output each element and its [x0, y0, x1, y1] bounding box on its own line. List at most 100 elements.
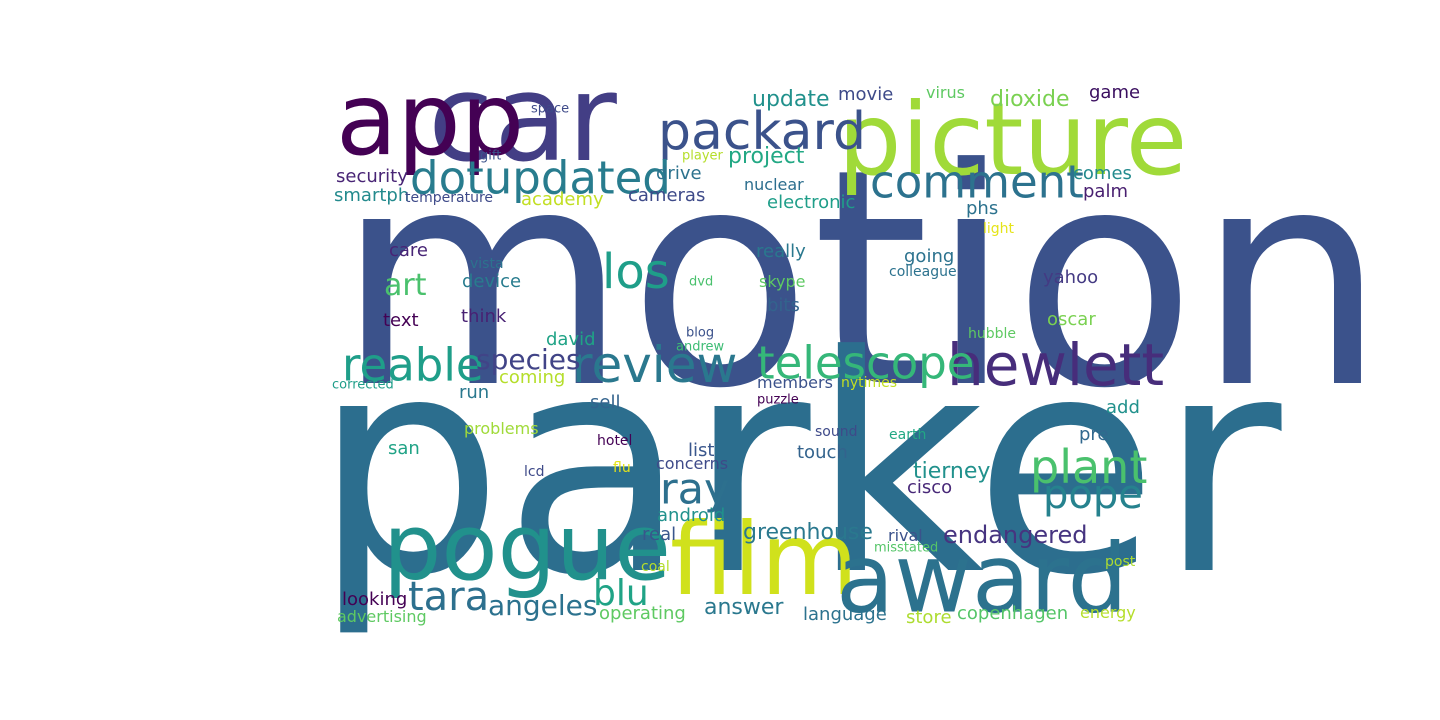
cloud-word-think: think [461, 306, 507, 327]
cloud-word-temperature: temperature [405, 190, 493, 206]
cloud-word-vista: vista [470, 256, 504, 272]
cloud-word-tierney: tierney [913, 459, 991, 484]
cloud-word-gift: gift [480, 148, 502, 164]
cloud-word-sound: sound [815, 424, 858, 440]
cloud-word-corrected: corrected [332, 377, 394, 393]
cloud-word-plant: plant [1030, 440, 1148, 494]
cloud-word-space: space [531, 101, 570, 117]
cloud-word-light: light [983, 221, 1015, 237]
cloud-word-motion: motion [336, 105, 1387, 454]
cloud-word-comment: comment [870, 155, 1084, 209]
cloud-word-update: update [752, 87, 830, 112]
cloud-word-blog: blog [686, 325, 715, 341]
cloud-word-academy: academy [521, 189, 604, 210]
cloud-word-advertising: advertising [337, 607, 427, 626]
cloud-word-skype: skype [759, 272, 806, 291]
cloud-word-andrew: andrew [676, 339, 725, 355]
cloud-word-post: post [1105, 554, 1136, 570]
cloud-word-car: car [428, 50, 617, 189]
cloud-word-movie: movie [838, 84, 894, 105]
cloud-word-los: los [602, 244, 670, 300]
cloud-word-add: add [1106, 397, 1140, 418]
cloud-word-parker: parker [313, 292, 1282, 641]
cloud-word-game: game [1089, 82, 1141, 103]
cloud-word-operating: operating [599, 603, 686, 624]
cloud-word-phs: phs [966, 198, 999, 219]
cloud-word-dioxide: dioxide [990, 87, 1070, 112]
cloud-word-player: player [682, 148, 723, 164]
cloud-word-flu: flu [613, 460, 631, 476]
cloud-word-energy: energy [1080, 603, 1136, 622]
cloud-word-review: review [572, 336, 738, 394]
cloud-word-coal: coal [641, 559, 670, 575]
cloud-word-colleague: colleague [889, 264, 957, 280]
cloud-word-david: david [546, 329, 596, 350]
cloud-word-misstated: misstated [874, 540, 939, 556]
cloud-word-security: security [336, 166, 408, 187]
cloud-word-puzzle: puzzle [757, 392, 799, 408]
cloud-word-hubble: hubble [968, 326, 1017, 342]
cloud-word-language: language [803, 604, 887, 625]
cloud-word-art: art [384, 268, 427, 303]
cloud-word-members: members [757, 373, 833, 392]
cloud-word-touch: touch [797, 442, 848, 463]
cloud-word-earth: earth [889, 427, 927, 443]
cloud-word-concerns: concerns [656, 454, 729, 473]
cloud-word-drive: drive [656, 163, 702, 184]
cloud-word-angeles: angeles [488, 589, 598, 622]
cloud-word-coming: coming [499, 367, 566, 388]
cloud-word-reable: reable [342, 338, 484, 392]
cloud-word-cisco: cisco [907, 477, 953, 498]
cloud-word-bits: bits [767, 295, 800, 316]
cloud-word-film: film [670, 501, 859, 618]
cloud-word-pogue: pogue [383, 494, 671, 601]
cloud-word-list: list [688, 440, 715, 461]
cloud-word-virus: virus [926, 83, 965, 102]
cloud-word-project: project [728, 144, 805, 169]
cloud-word-problems: problems [464, 419, 539, 438]
cloud-word-endangered: endangered [943, 521, 1088, 549]
cloud-word-device: device [462, 271, 522, 292]
cloud-word-sell: sell [590, 392, 621, 413]
cloud-word-copenhagen: copenhagen [957, 603, 1069, 624]
cloud-word-species: species [476, 343, 581, 376]
cloud-word-looking: looking [342, 589, 408, 610]
cloud-word-blu: blu [593, 573, 649, 614]
cloud-word-rival: rival [888, 526, 923, 545]
cloud-word-nuclear: nuclear [744, 175, 804, 194]
cloud-word-electronic: electronic [767, 192, 856, 213]
cloud-word-tara: tara [408, 574, 490, 620]
cloud-word-packard: packard [658, 102, 866, 162]
cloud-word-telescope: telescope [757, 336, 975, 390]
cloud-word-nytimes: nytimes [841, 375, 898, 391]
cloud-word-text: text [383, 310, 419, 331]
cloud-word-care: care [389, 240, 429, 261]
cloud-word-comes: comes [1073, 163, 1132, 184]
cloud-word-greenhouse: greenhouse [743, 520, 873, 545]
cloud-word-dvd: dvd [689, 274, 714, 290]
cloud-word-oscar: oscar [1047, 309, 1096, 330]
cloud-word-pre: pre [1079, 424, 1109, 445]
cloud-word-smartph: smartph [334, 185, 410, 206]
cloud-word-store: store [906, 607, 952, 628]
cloud-word-app: app [336, 61, 525, 178]
cloud-word-hewlett: hewlett [947, 331, 1165, 399]
cloud-word-pope: pope [1043, 472, 1143, 518]
cloud-word-going: going [904, 246, 955, 267]
cloud-word-android: android [657, 505, 726, 526]
cloud-word-dotupdated: dotupdated [410, 151, 671, 205]
cloud-word-lcd: lcd [524, 464, 545, 480]
cloud-word-ray: ray [660, 464, 730, 515]
cloud-word-award: award [836, 524, 1128, 635]
cloud-word-cameras: cameras [628, 185, 706, 206]
cloud-word-run: run [459, 382, 490, 403]
cloud-word-real: real [642, 524, 677, 545]
cloud-word-really: really [756, 241, 806, 262]
cloud-word-picture: picture [838, 81, 1188, 198]
cloud-word-yahoo: yahoo [1043, 267, 1099, 288]
cloud-word-san: san [388, 438, 420, 459]
cloud-word-hotel: hotel [597, 433, 633, 449]
cloud-word-palm: palm [1083, 181, 1128, 202]
cloud-word-answer: answer [704, 595, 784, 620]
